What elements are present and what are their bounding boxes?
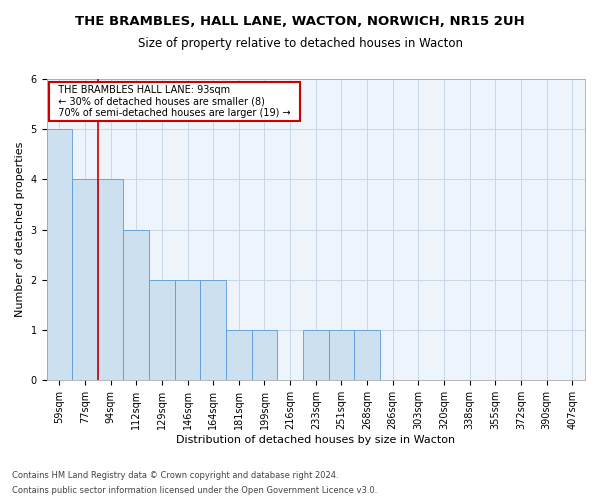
- Text: Contains HM Land Registry data © Crown copyright and database right 2024.: Contains HM Land Registry data © Crown c…: [12, 471, 338, 480]
- Bar: [354, 330, 380, 380]
- Bar: [226, 330, 251, 380]
- Text: Contains public sector information licensed under the Open Government Licence v3: Contains public sector information licen…: [12, 486, 377, 495]
- Bar: [98, 180, 124, 380]
- Text: THE BRAMBLES, HALL LANE, WACTON, NORWICH, NR15 2UH: THE BRAMBLES, HALL LANE, WACTON, NORWICH…: [75, 15, 525, 28]
- Bar: [303, 330, 329, 380]
- Bar: [124, 230, 149, 380]
- Bar: [200, 280, 226, 380]
- Bar: [72, 180, 98, 380]
- Bar: [149, 280, 175, 380]
- Text: Size of property relative to detached houses in Wacton: Size of property relative to detached ho…: [137, 38, 463, 51]
- X-axis label: Distribution of detached houses by size in Wacton: Distribution of detached houses by size …: [176, 435, 455, 445]
- Y-axis label: Number of detached properties: Number of detached properties: [15, 142, 25, 318]
- Bar: [47, 129, 72, 380]
- Text: THE BRAMBLES HALL LANE: 93sqm  
  ← 30% of detached houses are smaller (8)  
  7: THE BRAMBLES HALL LANE: 93sqm ← 30% of d…: [52, 85, 297, 118]
- Bar: [175, 280, 200, 380]
- Bar: [251, 330, 277, 380]
- Bar: [329, 330, 354, 380]
